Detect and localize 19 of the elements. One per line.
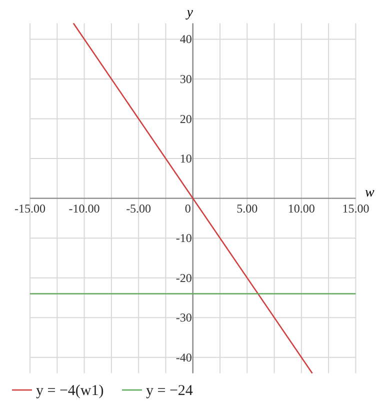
y-tick-label: 40: [180, 32, 192, 46]
x-tick-label: -10.00: [68, 201, 100, 216]
y-axis-title: y: [184, 5, 194, 20]
legend-label: y = −24: [146, 383, 194, 399]
x-tick-label: -5.00: [126, 201, 152, 216]
y-tick-label: -20: [176, 270, 192, 285]
x-tick-label: 5.00: [236, 201, 258, 216]
x-tick-label: 15.00: [342, 201, 370, 216]
y-tick-label: 10: [180, 152, 192, 166]
y-tick-label: -40: [176, 350, 192, 364]
legend-label: y = −4(w1): [36, 383, 104, 399]
y-tick-label: -10: [176, 231, 192, 246]
y-tick-label: 30: [180, 72, 192, 86]
y-tick-label: -30: [176, 310, 192, 325]
x-tick-label: 10.00: [288, 201, 315, 216]
x-axis-title: w: [365, 185, 376, 200]
y-tick-label: 20: [180, 112, 192, 126]
x-tick-label: -15.00: [14, 201, 46, 216]
x-tick-label: 0: [184, 201, 191, 216]
